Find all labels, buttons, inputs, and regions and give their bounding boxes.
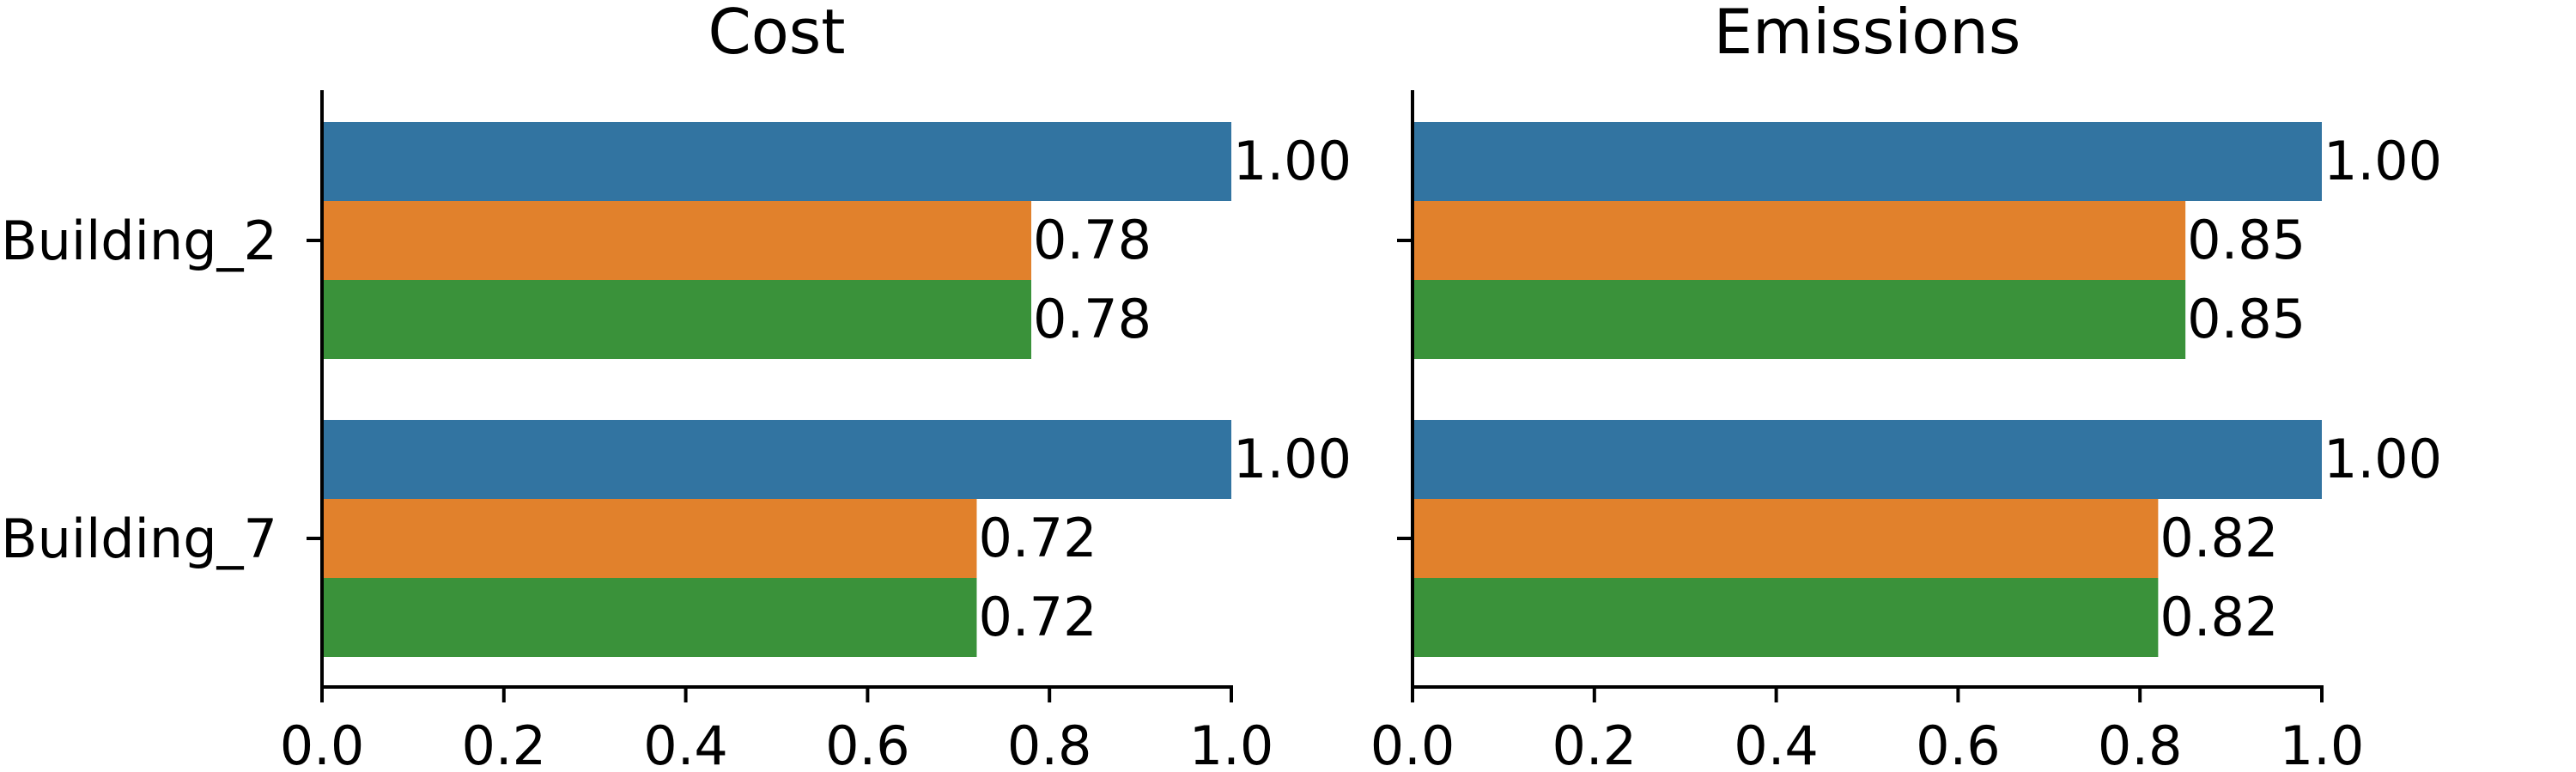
bar xyxy=(1413,201,2186,280)
data-label: 0.78 xyxy=(1033,288,1151,350)
data-label: 1.00 xyxy=(2324,130,2442,192)
bar xyxy=(322,201,1032,280)
x-tick-label: 0.2 xyxy=(461,714,546,772)
bar xyxy=(1413,280,2186,359)
x-tick-label: 0.0 xyxy=(280,714,365,772)
data-label: 0.78 xyxy=(1033,209,1151,271)
y-tick-label: Building_7 xyxy=(1,508,277,570)
data-label: 0.82 xyxy=(2160,507,2278,569)
chart-title: Emissions xyxy=(1714,0,2021,68)
data-label: 1.00 xyxy=(1233,428,1352,490)
bar xyxy=(322,280,1032,359)
bar xyxy=(322,122,1231,201)
x-tick-label: 0.4 xyxy=(1734,714,1819,772)
x-tick-label: 0.2 xyxy=(1552,714,1637,772)
x-tick-label: 1.0 xyxy=(1189,714,1274,772)
bar xyxy=(1413,499,2159,578)
x-tick-label: 0.6 xyxy=(1916,714,2001,772)
data-label: 0.72 xyxy=(978,507,1097,569)
bar xyxy=(1413,420,2322,499)
bar xyxy=(1413,122,2322,201)
data-label: 0.72 xyxy=(978,586,1097,648)
x-tick-label: 0.6 xyxy=(825,714,910,772)
chart-title: Cost xyxy=(708,0,845,68)
x-tick-label: 0.4 xyxy=(643,714,728,772)
data-label: 0.82 xyxy=(2160,586,2278,648)
x-tick-label: 1.0 xyxy=(2280,714,2365,772)
x-tick-label: 0.0 xyxy=(1370,714,1455,772)
data-label: 1.00 xyxy=(2324,428,2442,490)
y-tick-label: Building_2 xyxy=(1,210,277,272)
x-tick-label: 0.8 xyxy=(1007,714,1092,772)
x-tick-label: 0.8 xyxy=(2098,714,2183,772)
data-label: 0.85 xyxy=(2187,209,2306,271)
bar xyxy=(1413,578,2159,657)
data-label: 0.85 xyxy=(2187,288,2306,350)
bar xyxy=(322,578,977,657)
data-label: 1.00 xyxy=(1233,130,1352,192)
bar xyxy=(322,499,977,578)
bar xyxy=(322,420,1231,499)
